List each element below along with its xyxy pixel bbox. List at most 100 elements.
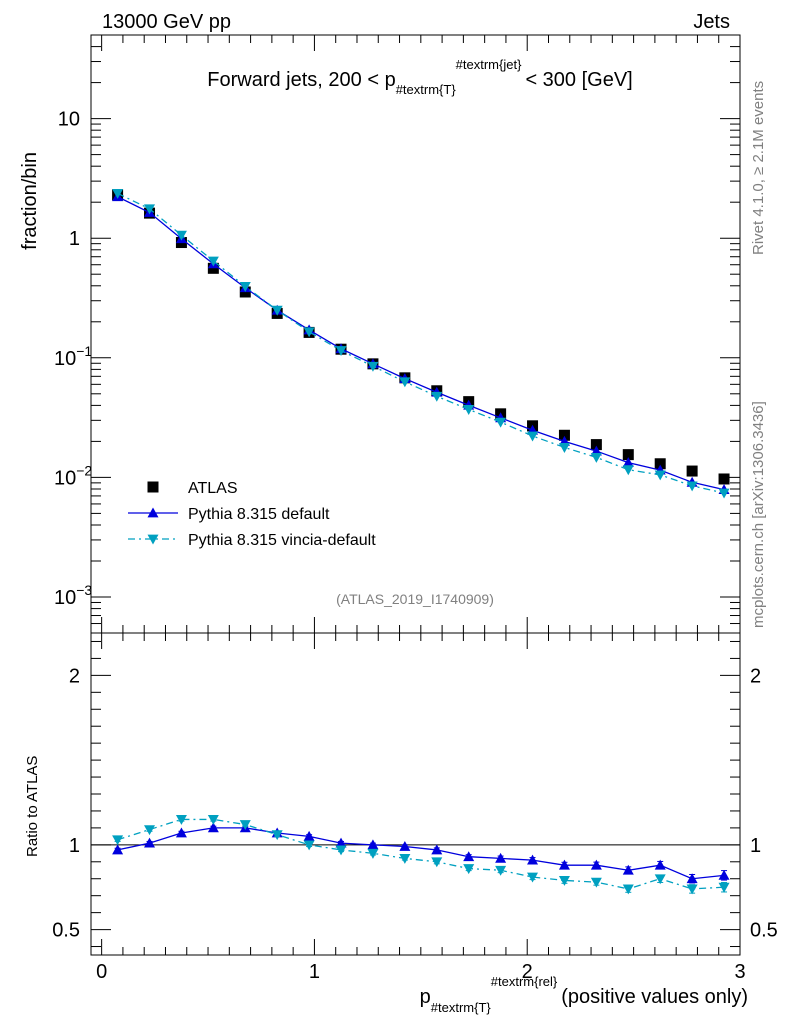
ratio-marker (622, 884, 634, 895)
ratio-marker (335, 837, 347, 848)
ratio-tick-label: 0.5 (52, 920, 80, 942)
ratio-marker (367, 839, 379, 850)
ratio-marker (558, 859, 570, 870)
series-marker (144, 204, 156, 215)
legend-label: ATLAS (188, 480, 238, 497)
ratio-marker (399, 841, 411, 851)
ratio-line (117, 827, 725, 880)
ratio-axis-title: Ratio to ATLAS (24, 756, 41, 857)
series-marker (271, 305, 283, 316)
ratio-marker (686, 873, 698, 884)
series-marker (527, 431, 539, 442)
series-marker (431, 391, 443, 402)
rivet-label: Rivet 4.1.0, ≥ 2.1M events (750, 81, 767, 255)
ratio-marker (367, 848, 379, 859)
series-marker (303, 327, 315, 338)
ratio-marker (654, 859, 666, 870)
analysis-id: (ATLAS_2019_I1740909) (336, 591, 494, 607)
title-sup: #textrm{jet} (456, 57, 522, 72)
series-marker (590, 452, 602, 463)
ratio-marker (431, 857, 443, 868)
tick-marks: 0 1 2 3 10 1 10−1 10−2 10−3 2 2 1 1 0.5 0.5 (52, 34, 778, 983)
series-line (117, 196, 725, 491)
atlas-point (590, 439, 602, 451)
legend: ATLAS Pythia 8.315 default Pythia 8.315 vi… (128, 480, 376, 549)
ratio-marker (207, 822, 219, 833)
atlas-point (622, 449, 634, 461)
ratio-marker (463, 851, 475, 862)
series-marker (463, 405, 475, 415)
ratio-marker (431, 844, 443, 855)
y-tick-label: 1 (69, 228, 80, 250)
y-tick-label: 10−1 (54, 343, 92, 370)
ratio-tick-label-right: 2 (750, 665, 761, 687)
series-marker (175, 230, 187, 241)
x-tick-label: 3 (734, 961, 745, 983)
ratio-marker (527, 854, 539, 865)
ratio-marker (175, 827, 187, 838)
series-marker (367, 361, 379, 372)
x-tick-label: 2 (522, 961, 533, 983)
series-marker (112, 188, 124, 199)
legend-label: Pythia 8.315 vincia-default (188, 532, 376, 549)
ratio-marker (112, 844, 124, 855)
ratio-marker (271, 830, 283, 841)
ratio-marker (654, 874, 666, 885)
data-series (112, 188, 730, 895)
series-marker (622, 465, 634, 476)
ratio-marker (590, 877, 602, 888)
series-3 (112, 188, 730, 895)
legend-atlas-marker (147, 481, 159, 493)
ratio-marker (144, 837, 156, 848)
ratio-marker (399, 854, 411, 864)
header-left: 13000 GeV pp (102, 11, 231, 33)
ratio-line (117, 818, 725, 890)
ratio-marker (558, 876, 570, 886)
ratio-marker (303, 840, 315, 851)
ratio-marker (175, 815, 187, 825)
ratio-marker (463, 864, 475, 875)
title-suffix: < 300 [GeV] (525, 69, 632, 91)
title-prefix: Forward jets, 200 < p (207, 69, 395, 91)
series-marker (239, 282, 251, 292)
x-axis-title: p#textrm{T} #textrm{rel}(positive values … (420, 974, 748, 1015)
xlabel-sub: #textrm{T} (431, 1000, 492, 1015)
plot-title: Forward jets, 200 < p#textrm{T} #textrm{j… (207, 57, 632, 97)
ratio-marker (686, 884, 698, 895)
y-tick-label: 10−2 (54, 462, 92, 489)
atlas-point (558, 429, 570, 441)
legend-marker (147, 507, 159, 518)
ratio-marker (144, 825, 156, 836)
xlabel-sup: #textrm{rel} (491, 974, 558, 989)
series-marker (654, 470, 666, 481)
ratio-tick-label: 1 (69, 835, 80, 857)
legend-label: Pythia 8.315 default (188, 506, 330, 523)
ratio-marker (718, 882, 730, 893)
x-tick-label: 1 (309, 961, 320, 983)
atlas-point (207, 262, 219, 274)
ratio-tick-label: 2 (69, 665, 80, 687)
xlabel-main: p (420, 986, 431, 1008)
title-sub: #textrm{T} (396, 82, 457, 97)
y-tick-label: 10 (58, 109, 80, 131)
ratio-marker (112, 835, 124, 846)
series-marker (622, 457, 634, 467)
series-line (117, 192, 725, 494)
series-marker (335, 346, 347, 357)
header-right: Jets (693, 11, 730, 33)
ratio-marker (239, 820, 251, 831)
ratio-marker (207, 815, 219, 825)
atlas-point (654, 458, 666, 470)
series-marker (558, 443, 570, 453)
mcplots-label: mcplots.cern.ch [arXiv:1306.3436] (750, 401, 767, 628)
ratio-marker (622, 864, 634, 875)
ratio-marker (718, 869, 730, 880)
series-marker (399, 377, 411, 388)
ratio-marker (335, 845, 347, 856)
ratio-marker (527, 872, 539, 883)
y-axis-title: fraction/bin (19, 152, 41, 250)
series-marker (207, 256, 219, 267)
x-tick-label: 0 (96, 961, 107, 983)
series-1 (112, 189, 730, 485)
